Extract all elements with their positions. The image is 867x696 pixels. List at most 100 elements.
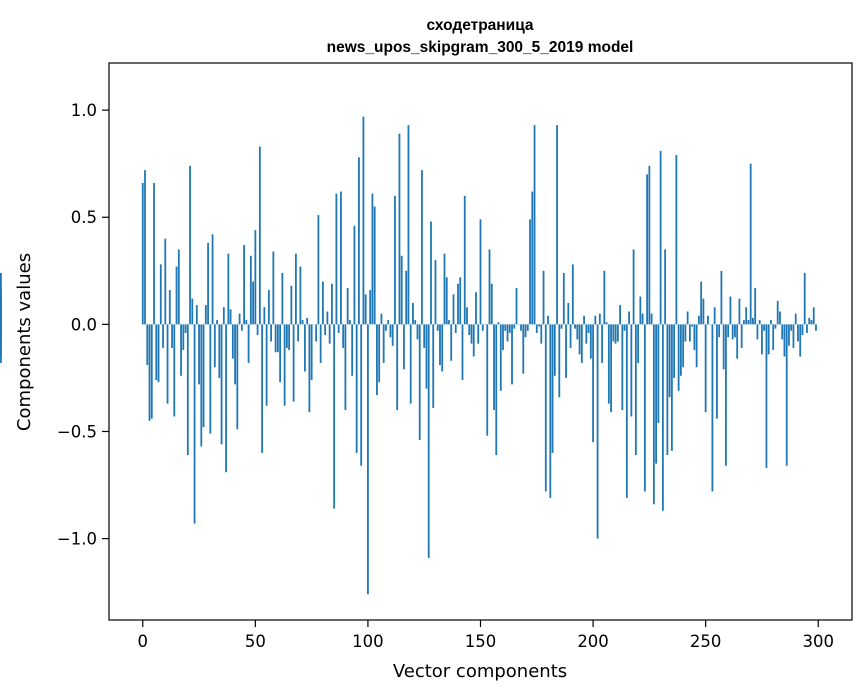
bar-146 [470,324,473,344]
bar-124 [421,170,423,325]
bar-77 [315,324,318,342]
bar-48 [249,255,252,325]
bar-20 [186,324,189,456]
bar-114 [398,133,401,325]
bar-179 [544,324,547,492]
bar-200 [592,324,594,443]
bar-99 [364,294,367,325]
bar-227 [652,324,655,505]
bar-288 [790,324,793,331]
plot-frame [108,62,853,621]
chart-title-line-1: сходетраница [426,17,533,34]
bar-292 [799,324,802,357]
bar-276 [763,324,766,331]
bar-262 [731,324,734,340]
bar-257 [720,270,723,325]
bar-62 [281,272,284,325]
bar-246 [695,324,698,368]
bar-260 [727,324,730,338]
bar-176 [538,324,540,327]
bar-235 [670,324,673,451]
bar-242 [686,311,689,325]
bar-238 [677,324,680,391]
bar-191 [571,264,574,325]
bar-286 [785,324,788,466]
bar-127 [427,324,430,558]
bar-94 [353,225,356,325]
bar-206 [605,322,608,325]
bar-40 [231,324,234,359]
bar-148 [475,292,477,325]
bar-39 [229,309,232,325]
x-tick-label: 150 [465,632,497,651]
bar-53 [261,324,263,453]
bar-21 [189,165,191,325]
bar-87 [337,324,340,333]
bar-102 [371,193,374,325]
bar-134 [443,253,446,325]
bar-280 [772,324,775,351]
bar-256 [718,324,721,338]
bar-181 [549,324,552,498]
bar-281 [774,324,777,329]
bar-84 [331,283,333,325]
bar-64 [285,324,288,348]
bar-285 [783,324,786,357]
bar-107 [382,324,385,363]
bar-112 [394,195,396,325]
bar-207 [607,324,610,404]
bar-239 [679,324,682,376]
bar-82 [326,311,329,325]
bar-0 [141,182,144,325]
bar-202 [596,324,599,539]
bar-180 [547,315,549,325]
bar-90 [344,324,347,411]
bar-221 [639,296,642,325]
bar-118 [407,125,410,325]
bar-234 [668,324,671,398]
bar-31 [211,234,214,325]
bar-236 [673,324,676,378]
bar-271 [752,317,754,325]
bar-54 [263,307,266,325]
bar-299 [815,324,817,331]
bar-249 [702,298,705,325]
y-axis-ticks: −1.0 −0.5 0.0 0.5 1.0 [57,101,109,549]
bar-296 [808,317,811,325]
bar-263 [734,324,736,338]
bar-69 [297,324,300,342]
bar-73 [306,317,309,325]
bar-186 [560,324,563,329]
bar-211 [616,324,619,342]
bar-136 [448,320,450,325]
bar-226 [650,313,653,325]
bar-132 [439,324,441,366]
bar-287 [788,324,790,346]
bar-168 [520,324,522,331]
bar-28 [204,305,207,325]
y-tick-label: −1.0 [57,530,97,549]
bar-65 [288,324,291,351]
bar-213 [621,324,624,411]
bar-10 [164,238,167,325]
bar-75 [310,324,313,381]
bar-58 [272,251,275,325]
bar-142 [461,324,464,381]
bar-17 [180,324,182,376]
bar-208 [610,324,612,413]
bar-50 [254,230,257,325]
bar-27 [202,324,205,428]
bar-15 [175,266,178,325]
bar-120 [412,302,414,325]
bar-240 [682,324,685,368]
bar-297 [810,320,813,325]
bar-129 [432,324,435,408]
bar-161 [504,324,507,331]
bar-63 [283,324,286,406]
bar-204 [601,324,603,363]
bar-18 [182,324,185,351]
bar-230 [659,150,662,325]
bar-245 [693,324,696,351]
bar-83 [328,324,331,344]
bar-60 [276,324,279,353]
